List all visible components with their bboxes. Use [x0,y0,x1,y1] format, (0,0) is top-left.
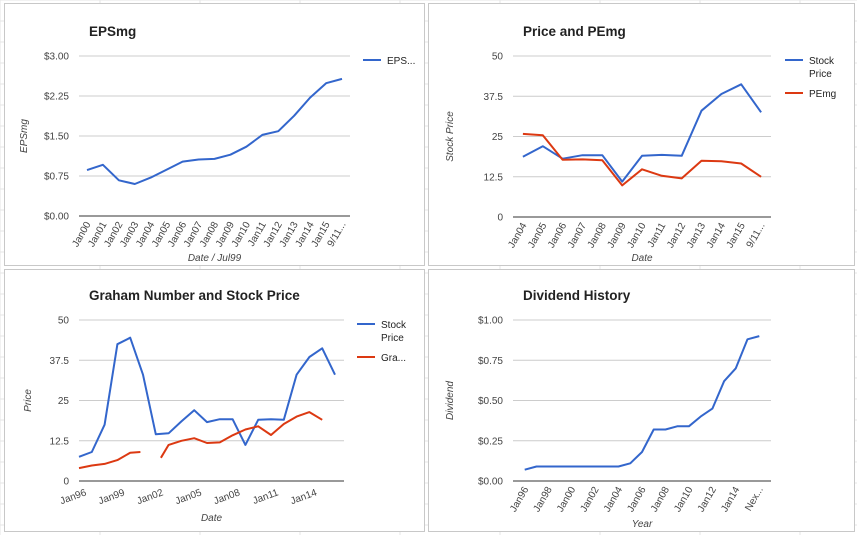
legend-label-line: Price [381,333,404,344]
graham-chart: Graham Number and Stock Price 0 12.5 25 37.5… [4,269,425,532]
y-tick-label: $0.75 [44,172,69,183]
x-tick-label: Jan00 [555,485,578,514]
series-line-primary [524,335,760,471]
price-pe-chart-svg: Price and PEmg 0 12.5 25 37.5 50 Stock Price Da… [445,24,836,264]
eps-chart: EPSmg $0.00 $0.75 $1.50 $2.25 $3.00 EPSmg Date … [4,3,425,266]
x-tick-label: Jan14 [719,485,742,514]
chart-title: Graham Number and Stock Price [89,288,300,303]
chart-title: Dividend History [523,288,631,303]
legend-label: EPS... [387,56,415,67]
x-tick-label: Jan04 [602,485,625,514]
price-pe-chart: Price and PEmg 0 12.5 25 37.5 50 Stock Price Da… [428,3,855,266]
y-tick-label: 37.5 [484,92,504,103]
x-tick-label: Jan15 [725,221,748,250]
y-axis-label: Price [23,389,34,412]
x-tick-label: Jan02 [579,485,602,514]
legend-label: PEmg [809,89,836,100]
y-tick-label: $1.00 [478,316,503,327]
x-tick-label: Jan14 [289,487,319,507]
x-tick-label: Jan96 [59,487,89,507]
x-tick-label: Jan05 [174,487,204,507]
legend-label-line: Stock [381,320,407,331]
y-tick-label: 0 [497,213,503,224]
series-line-primary [86,77,343,185]
x-tick-label: Jan10 [625,221,648,250]
x-tick-label: Nex... [743,485,766,513]
x-axis-label: Date [201,513,223,524]
y-tick-label: 12.5 [484,172,504,183]
x-tick-label: Jan06 [625,485,648,514]
x-tick-label: Jan08 [212,487,242,507]
chart-title: Price and PEmg [523,24,626,39]
legend-label: Stock Price [809,56,835,80]
series-line-secondary [78,411,323,470]
y-tick-label: 12.5 [50,436,70,447]
x-tick-label: 9/11... [745,221,768,250]
y-tick-label: $0.00 [478,477,503,488]
y-tick-label: 25 [58,396,70,407]
y-tick-label: 37.5 [50,356,70,367]
y-tick-label: 25 [492,132,504,143]
y-tick-label: $0.75 [478,356,503,367]
x-tick-label: Jan99 [97,487,127,507]
x-axis-label: Date / Jul99 [188,253,242,264]
legend-label-line: Stock [809,56,835,67]
y-axis-label: EPSmg [19,119,30,153]
y-axis-label: Dividend [445,381,456,420]
graham-chart-svg: Graham Number and Stock Price 0 12.5 25 37.5… [23,288,407,524]
eps-chart-svg: EPSmg $0.00 $0.75 $1.50 $2.25 $3.00 EPSmg Date … [19,24,415,264]
legend-label-line: Price [809,69,832,80]
series-line-secondary [522,132,762,187]
series-line-primary [522,83,762,183]
y-tick-label: $2.25 [44,92,69,103]
x-tick-label: Jan02 [135,487,165,507]
y-tick-label: $1.50 [44,132,69,143]
x-tick-label: Jan96 [508,485,531,514]
y-tick-label: $0.00 [44,212,69,223]
x-tick-label: Jan12 [696,485,719,514]
x-tick-label: Jan08 [649,485,672,514]
y-tick-label: 0 [63,477,69,488]
y-tick-label: $0.50 [478,396,503,407]
y-tick-label: 50 [492,52,504,63]
y-tick-label: 50 [58,316,70,327]
x-tick-label: Jan98 [532,485,555,514]
y-tick-label: $3.00 [44,52,69,63]
x-tick-label: Jan11 [251,487,280,507]
legend-label: Gra... [381,353,406,364]
dividend-chart: Dividend History $0.00 $0.25 $0.50 $0.75 $1.0… [428,269,855,532]
chart-title: EPSmg [89,24,136,39]
series-line-primary [78,336,336,458]
y-tick-label: $0.25 [478,436,503,447]
y-axis-label: Stock Price [445,111,456,162]
x-axis-label: Date [631,253,653,264]
x-axis-label: Year [632,519,653,530]
dividend-chart-svg: Dividend History $0.00 $0.25 $0.50 $0.75 $1.0… [445,288,771,530]
x-tick-label: Jan10 [672,485,695,514]
legend-label: Stock Price [381,320,407,344]
